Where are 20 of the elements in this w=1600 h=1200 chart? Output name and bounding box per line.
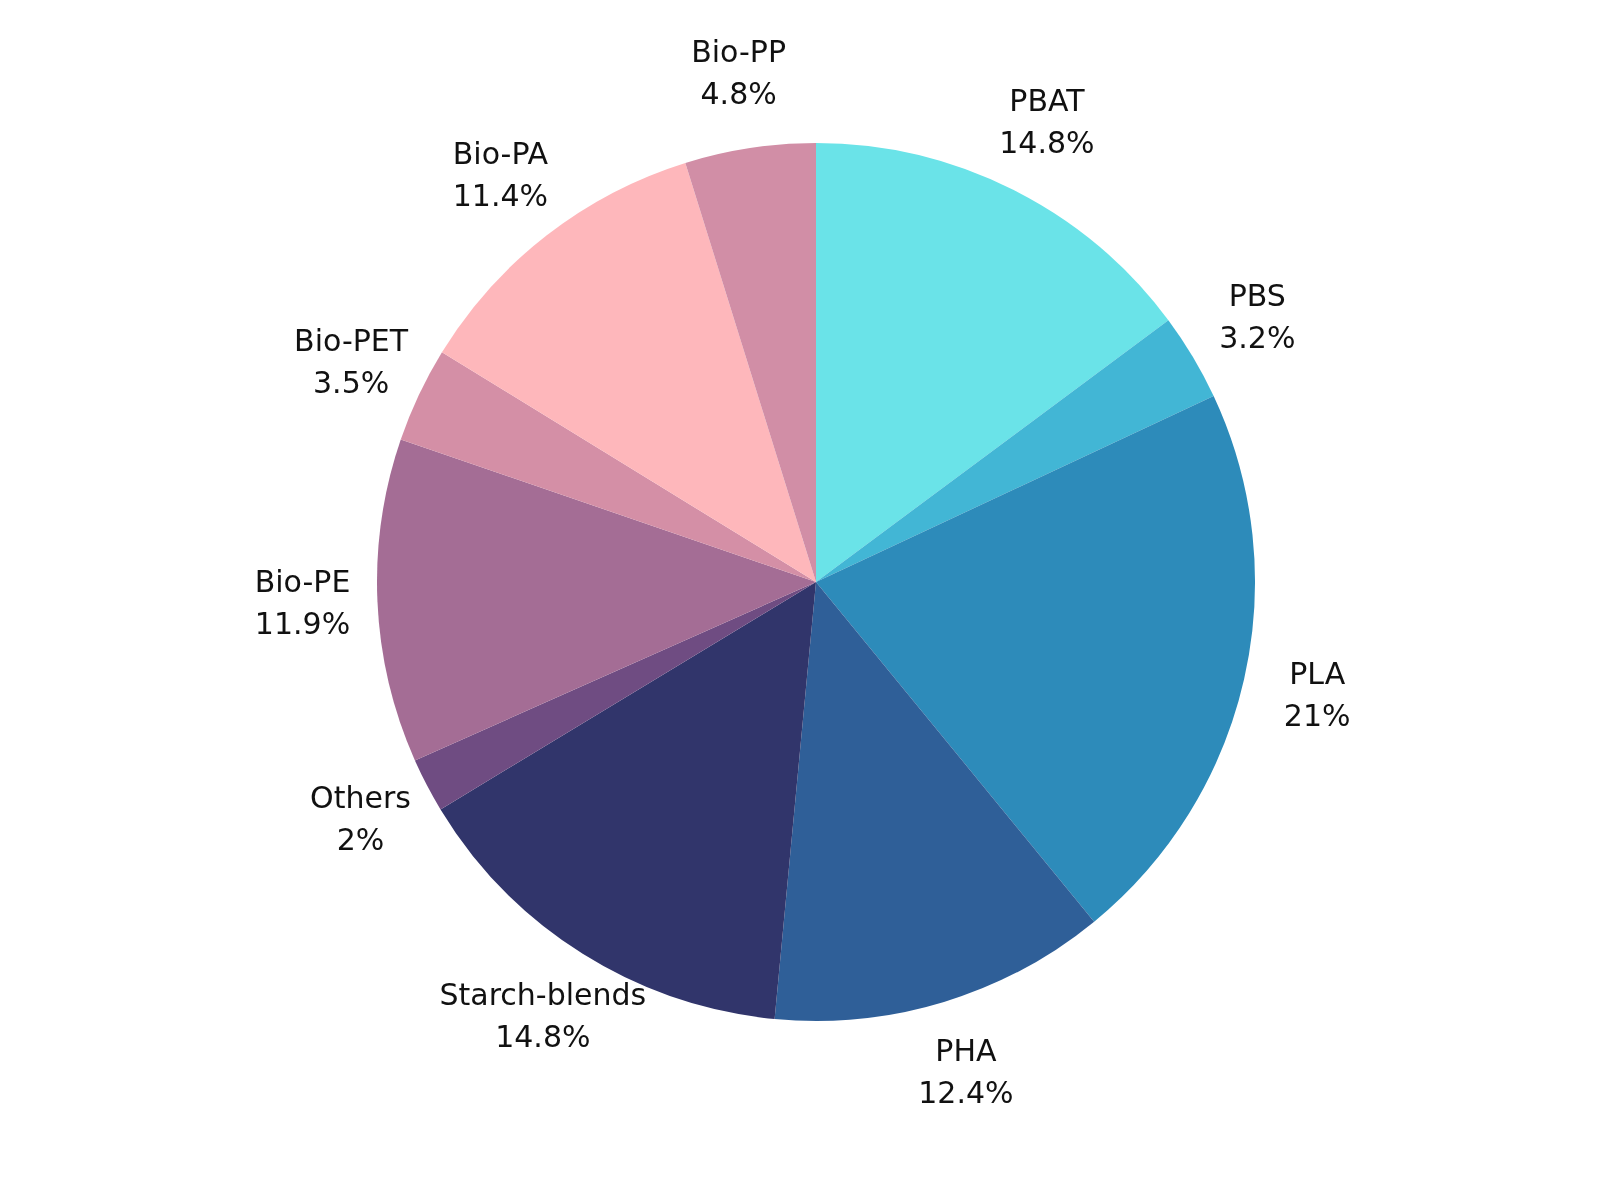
slice-label: Bio-PET — [294, 322, 409, 358]
slice-label: PLA — [1289, 655, 1346, 691]
data-label: 21% — [1283, 697, 1351, 733]
data-label: 12.4% — [918, 1075, 1014, 1111]
data-label: 14.8% — [495, 1019, 591, 1055]
slice-label: Bio-PP — [691, 33, 787, 69]
slice-label: Others — [310, 779, 411, 815]
data-label: 11.9% — [254, 606, 351, 642]
data-label: 11.4% — [452, 178, 549, 214]
data-label: 4.8% — [700, 75, 777, 111]
slice-label: PHA — [935, 1033, 997, 1069]
data-label: 3.2% — [1219, 320, 1296, 356]
data-label: 14.8% — [999, 124, 1095, 160]
slice-label: Bio-PE — [254, 564, 351, 600]
data-label: 2% — [336, 821, 385, 857]
data-label: 3.5% — [313, 364, 390, 400]
slice-label: Bio-PA — [452, 136, 549, 172]
slice-label: PBS — [1228, 278, 1286, 314]
slice-label: PBAT — [1009, 82, 1086, 118]
slice-label: Starch-blends — [439, 977, 647, 1013]
